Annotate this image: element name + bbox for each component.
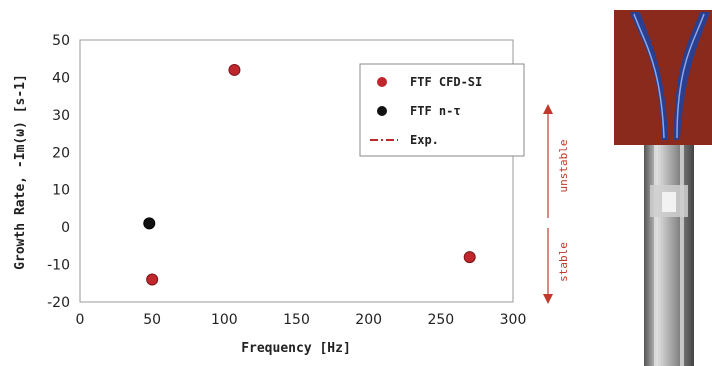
data-points [143,63,476,286]
y-tick-label: 40 [52,70,70,86]
unstable-label: unstable [557,140,570,193]
x-tick-label: 50 [143,312,161,328]
flame-simulation-image [614,10,712,366]
y-tick-label: -20 [47,295,70,311]
legend-label-ntau: FTF n-τ [410,104,461,118]
legend-label-exp: Exp. [410,133,439,147]
legend-marker-ntau [377,106,387,116]
data-point [463,251,476,264]
y-axis-label: Growth Rate, -Im(ω) [s-1] [13,74,28,270]
legend: FTF CFD-SI FTF n-τ Exp. [359,63,525,157]
x-tick-label: 250 [427,312,454,328]
x-tick-label: 300 [500,312,527,328]
legend-marker-cfd [377,77,387,87]
unstable-arrowhead-icon [543,104,553,114]
y-tick-label: 10 [52,183,70,199]
data-point [146,273,159,286]
y-tick-label: 50 [52,33,70,49]
stable-arrowhead-icon [543,294,553,304]
y-tick-label: 0 [61,220,70,236]
y-tick-label: -10 [47,258,70,274]
y-tick-label: 30 [52,108,70,124]
stability-annotation: unstable stable [543,104,570,304]
legend-label-cfd: FTF CFD-SI [410,75,482,89]
data-point [228,63,241,76]
stable-label: stable [557,242,570,282]
data-point [143,217,156,230]
x-axis-label: Frequency [Hz] [241,341,351,356]
y-tick-label: 20 [52,145,70,161]
x-tick-label: 100 [211,312,238,328]
x-tick-label: 150 [283,312,310,328]
x-tick-label: 200 [355,312,382,328]
x-tick-label: 0 [76,312,85,328]
